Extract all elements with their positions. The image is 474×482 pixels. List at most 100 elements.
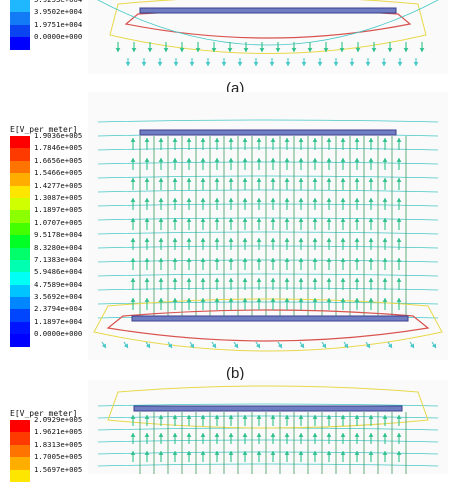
field-arrow-head [365,62,371,66]
field-arrow-head [144,158,150,162]
legend-row: 1.4277e+005 [10,181,82,198]
legend-value: 5.9486e+004 [34,267,83,277]
legend-row: 1.0707e+005 [10,218,82,236]
field-arrow-head [396,158,402,162]
legend-middle: E[V_per_meter] 1.9036e+005 1.7846e+005 1.6… [10,124,82,347]
field-arrow-head [130,218,136,222]
field-arrow-head [101,343,106,348]
field-arrow-head [270,298,276,302]
field-arrow-head [172,178,178,182]
legend-value: 1.9751e+004 [34,19,83,29]
field-arrow-head [354,158,360,162]
field-arrow-head [270,451,276,455]
field-arrow-head [200,451,206,455]
contour-line [97,451,439,455]
field-plot-b-svg [93,119,443,352]
field-arrow-head [130,258,136,262]
contour-line [97,161,439,165]
field-arrow-head [312,298,318,302]
field-arrow-head [200,218,206,222]
field-arrow-head [186,278,192,282]
legend-value: 2.3794e+004 [34,304,83,314]
field-arrow-head [172,298,178,302]
field-arrow-head [298,433,304,437]
field-arrow-head [312,415,318,419]
legend-value: 3.5692e+004 [34,292,83,302]
field-arrow-head [145,343,150,348]
field-arrow-head [144,451,150,455]
field-arrow-head [371,48,377,52]
field-arrow-head [354,451,360,455]
field-arrow-head [354,258,360,262]
field-arrow-head [256,278,262,282]
legend-value: 8.3280e+004 [34,242,83,252]
field-arrow-head [158,415,164,419]
legend-value: 1.4277e+005 [34,180,83,190]
legend-swatch [10,148,30,161]
field-arrow-head [228,433,234,437]
legend-middle-title: E[V_per_meter] [10,125,78,134]
field-arrow-head [214,198,220,202]
field-arrow-head [284,415,290,419]
field-arrow-head [269,62,275,66]
field-arrow-head [284,433,290,437]
field-arrow-head [228,158,234,162]
field-arrow-head [158,178,164,182]
legend-bottom-title: E[V_per_meter] [10,409,78,418]
field-arrow-head [340,218,346,222]
field-arrow-head [255,343,260,348]
field-arrow-head [200,198,206,202]
field-arrow-head [396,451,402,455]
field-arrow-head [130,298,136,302]
field-arrow-head [228,218,234,222]
electrode-plate [133,405,403,412]
field-arrow-head [326,278,332,282]
field-arrow-head [270,138,276,142]
field-arrow-head [340,258,346,262]
legend-value: 1.5697e+005 [34,464,83,474]
field-arrow-head [382,218,388,222]
field-arrow-head [144,258,150,262]
field-arrow-head [228,278,234,282]
legend-swatch [10,469,30,482]
field-arrow-head [200,278,206,282]
legend-row: 1.9621e+005 [10,428,82,445]
field-arrow-head [130,138,136,142]
field-arrow-head [172,198,178,202]
field-arrow-head [200,415,206,419]
field-arrow-head [205,62,211,66]
field-arrow-head [186,138,192,142]
legend-row: 0.0000e+000 [10,330,82,347]
contour-line [107,385,429,429]
field-arrow-head [147,48,153,52]
legend-row: 1.1897e+005 [10,206,82,223]
field-arrow-head [317,62,323,66]
field-arrow-head [340,158,346,162]
field-plot-a-svg [97,0,439,66]
field-arrow-head [343,343,348,348]
field-arrow-head [396,178,402,182]
field-arrow-head [340,298,346,302]
legend-swatch [10,334,30,347]
field-arrow-head [172,218,178,222]
field-arrow-head [419,48,425,52]
field-arrow-head [326,218,332,222]
field-arrow-head [312,138,318,142]
field-arrow-head [382,298,388,302]
field-arrow-head [125,62,131,66]
field-arrow-head [312,218,318,222]
legend-value: 4.7589e+004 [34,279,83,289]
field-arrow-head [115,48,121,52]
field-arrow-head [403,48,409,52]
field-arrow-head [368,198,374,202]
field-arrow-head [312,451,318,455]
legend-swatch [10,24,30,38]
field-arrow-head [382,198,388,202]
field-arrow-head [144,218,150,222]
field-arrow-head [172,238,178,242]
legend-row: 2.0929e+005 [10,416,82,433]
legend-swatch [10,185,30,198]
legend-row: 1.3087e+005 [10,193,82,211]
field-arrow-head [312,258,318,262]
field-arrow-head [368,298,374,302]
